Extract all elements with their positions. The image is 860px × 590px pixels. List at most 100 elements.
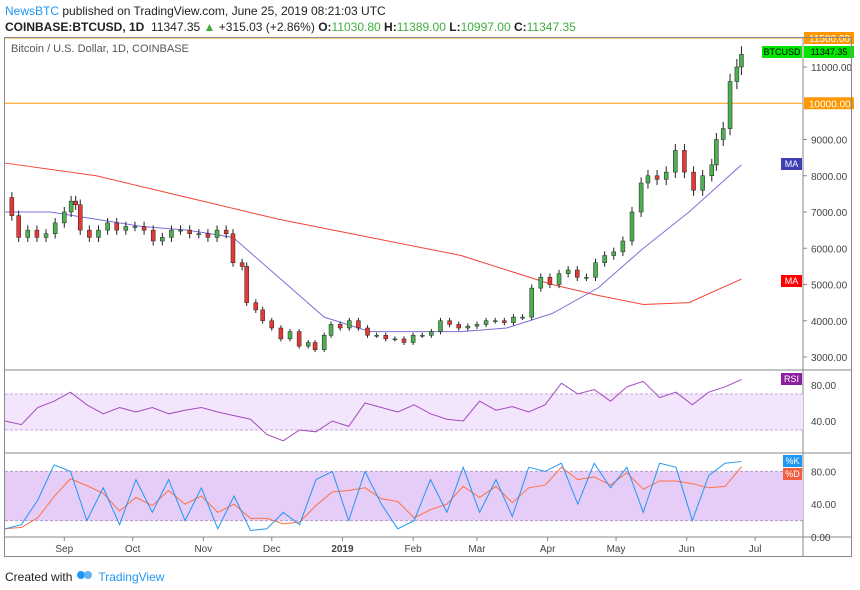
chart-title: Bitcoin / U.S. Dollar, 1D, COINBASE	[11, 43, 189, 55]
candle	[602, 255, 607, 263]
candle	[492, 320, 498, 322]
stoch-k-line	[4, 461, 742, 531]
stoch-k-label: %K	[785, 456, 799, 466]
candle	[123, 226, 129, 231]
ma-long-tag	[781, 275, 802, 287]
candle	[709, 164, 715, 176]
candle	[260, 309, 265, 321]
candle	[356, 320, 361, 329]
x-tick-label: Feb	[405, 544, 423, 555]
low-label: L:	[449, 20, 461, 34]
candle	[438, 320, 443, 332]
candle	[77, 204, 83, 231]
candle	[132, 226, 138, 228]
candle	[305, 342, 311, 347]
y-tick-label: 5000.00	[811, 281, 848, 292]
candle	[383, 335, 389, 340]
candle	[629, 211, 635, 242]
last-price-tag	[804, 46, 854, 58]
ma-long-line	[4, 162, 742, 305]
candle	[73, 200, 78, 205]
candle	[410, 335, 416, 343]
candle	[287, 331, 293, 340]
candle	[9, 197, 15, 216]
open-value: 11030.80	[331, 20, 381, 34]
candle	[502, 320, 507, 323]
symbol-price-label: BTCUSD	[763, 47, 801, 57]
candle	[447, 320, 452, 325]
candle	[223, 229, 229, 234]
candle	[529, 287, 534, 318]
level-label: 10000.00	[809, 99, 851, 110]
candle	[141, 226, 147, 231]
candle	[105, 222, 110, 231]
candle	[456, 324, 461, 329]
y-tick-label: 4000.00	[811, 317, 848, 328]
candle	[483, 320, 489, 325]
candle	[278, 327, 284, 340]
candle	[43, 233, 49, 238]
candle	[511, 316, 516, 323]
candle	[392, 338, 398, 341]
open-label: O:	[318, 20, 332, 34]
rsi-tag	[781, 373, 802, 385]
candle	[87, 229, 92, 238]
candle	[68, 200, 74, 213]
candle	[239, 262, 245, 267]
candle	[347, 320, 352, 329]
candle	[169, 229, 174, 238]
candle	[700, 175, 705, 191]
candle	[682, 150, 687, 173]
rsi-label: RSI	[784, 374, 799, 384]
ma-short-tag	[781, 158, 802, 170]
candle	[739, 54, 744, 68]
y-tick-label: 7000.00	[811, 208, 848, 219]
x-tick-label: Nov	[194, 544, 212, 555]
high-label: H:	[384, 20, 397, 34]
candle	[474, 324, 480, 327]
chart-frame	[4, 37, 852, 557]
x-tick-label: May	[607, 544, 626, 555]
rsi-tick-label: 40.00	[811, 417, 836, 428]
candle	[253, 302, 259, 311]
stoch-d-tag	[783, 468, 802, 480]
x-tick-label: Dec	[263, 544, 281, 555]
publisher-link[interactable]: NewsBTC	[5, 4, 60, 18]
candle	[620, 240, 626, 253]
x-tick-label: Oct	[125, 544, 141, 555]
x-tick-label: Apr	[540, 544, 556, 555]
change: +315.03 (+2.86%)	[218, 20, 315, 34]
candle	[244, 266, 249, 303]
candle	[312, 342, 318, 350]
candle	[296, 331, 302, 347]
ma-short-label: MA	[785, 159, 799, 169]
candle	[374, 335, 379, 337]
symbol-price-tag	[762, 46, 802, 58]
candle	[691, 171, 696, 191]
candle	[584, 277, 589, 279]
candle	[321, 335, 327, 350]
tradingview-link[interactable]: TradingView	[98, 569, 165, 584]
candle	[611, 251, 617, 256]
close-value: 11347.35	[526, 20, 576, 34]
candle	[734, 66, 740, 82]
stoch-k-tag	[783, 455, 802, 467]
candle	[178, 229, 183, 232]
rsi-band	[5, 394, 803, 430]
level-tag	[804, 97, 854, 110]
published-text: published on TradingView.com, June 25, 2…	[62, 4, 386, 18]
symbol-info: COINBASE:BTCUSD, 1D 11347.35 ▲ +315.03 (…	[5, 20, 576, 34]
candle	[337, 324, 343, 329]
up-arrow-icon: ▲	[203, 20, 216, 34]
x-tick-label: Sep	[55, 544, 73, 555]
footer: Created with TradingView	[5, 569, 164, 584]
x-tick-label: 2019	[331, 544, 354, 555]
candle	[269, 320, 275, 329]
candle	[62, 211, 67, 224]
stoch-tick-label: 0.00	[811, 533, 831, 544]
candle	[654, 175, 660, 180]
rsi-tick-label: 80.00	[811, 381, 836, 392]
candle	[150, 229, 156, 242]
low-value: 10997.00	[460, 20, 511, 34]
